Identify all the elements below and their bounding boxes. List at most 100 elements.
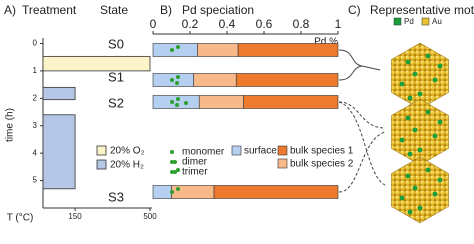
panel-title: Pd speciation [182,3,254,17]
state-label: S3 [108,189,124,204]
species-icon [173,160,177,164]
pd-atom [437,63,443,69]
bar-segment [235,73,339,87]
pd-atom [412,71,418,77]
pd-atom [432,191,438,197]
bar-segment [152,185,172,199]
pd-atom [407,209,413,215]
x-axis-label: T (°C) [7,213,34,224]
legend-swatch [277,145,288,156]
nanoparticle [391,156,449,224]
x-tick-label: 0.8 [293,17,310,31]
state-label: S0 [108,36,124,51]
pd-cluster [176,45,180,49]
pd-atom [412,185,418,191]
species-icon [176,168,180,172]
pd-cluster [176,75,180,79]
pd-cluster [170,48,174,52]
x-tick-label: 0.4 [219,17,236,31]
species-icon [170,160,174,164]
pd-atom [425,167,431,173]
bar-segment [198,95,244,109]
pd-cluster [176,97,180,101]
nanoparticle [391,98,449,166]
treatment-bar [42,86,76,101]
legend-label: 20% H₂ [110,160,144,171]
legend-swatch [277,158,288,169]
y-tick-label: 0 [33,39,38,48]
x-axis-label: Pd % [314,37,338,48]
bar-segment [237,43,339,57]
pd-atom [425,53,431,59]
pd-cluster [176,187,180,191]
pd-atom [405,115,411,121]
x-tick-label: 0.6 [256,17,273,31]
pd-atom [405,59,411,65]
bar-segment [197,43,239,57]
pd-cluster [170,100,174,104]
x-tick-label: 150 [68,212,82,221]
treatment-bar [42,114,76,190]
pd-cluster [170,190,174,194]
pd-cluster [170,78,174,82]
bar-segment [193,73,237,87]
y-tick-label: 3 [33,121,38,130]
legend-label: Pd [404,17,414,26]
legend-label: dimer [182,157,208,168]
pd-atom [432,133,438,139]
treatment-bar [42,55,151,72]
state-title: State [100,3,128,17]
pd-atom [417,205,423,211]
connectors [338,49,386,193]
pd-atom [399,81,405,87]
y-axis-label: time (h) [5,108,16,142]
y-tick-label: 1 [33,66,38,75]
legend-label: bulk species 2 [290,159,354,170]
state-label: S2 [108,95,124,110]
species-icon [170,170,174,174]
pd-atom [405,173,411,179]
legend-label: 20% O₂ [110,146,145,157]
pd-atom [407,95,413,101]
legend-label: Au [432,17,442,26]
pd-atom [437,177,443,183]
pd-atom [399,137,405,143]
pd-cluster [175,103,179,107]
y-tick-label: 5 [33,176,38,185]
legend-label: trimer [182,167,208,178]
legend-swatch [231,145,242,156]
pd-atom [417,91,423,97]
legend-swatch [96,145,107,156]
legend-swatch [96,159,107,170]
legend-swatch [393,17,402,26]
bar-segment [243,95,339,109]
panel-label: C) [348,3,361,17]
legend-label: monomer [182,147,225,158]
legend-swatch [421,17,430,26]
panel-title: Treatment [22,3,77,17]
pd-cluster [175,81,179,85]
legend-label: surface [244,146,277,157]
panel-label: B) [160,3,172,17]
pd-cluster [184,101,188,105]
x-tick-label: 0.2 [182,17,199,31]
pd-atom [437,119,443,125]
panel-label: A) [4,3,16,17]
pd-atom [399,195,405,201]
species-icon [173,170,177,174]
x-tick-label: 0 [150,17,157,31]
pd-atom [432,77,438,83]
bar-segment [213,185,339,199]
species-icon [170,150,174,154]
pd-atom [417,147,423,153]
y-tick-label: 2 [33,93,38,102]
pd-atom [407,151,413,157]
pd-atom [425,109,431,115]
x-tick-label: 500 [143,212,157,221]
state-label: S1 [108,69,124,84]
bar-segment [152,43,198,57]
legend-label: bulk species 1 [290,146,354,157]
pd-atom [412,127,418,133]
panel-title: Representative motif [370,3,474,17]
